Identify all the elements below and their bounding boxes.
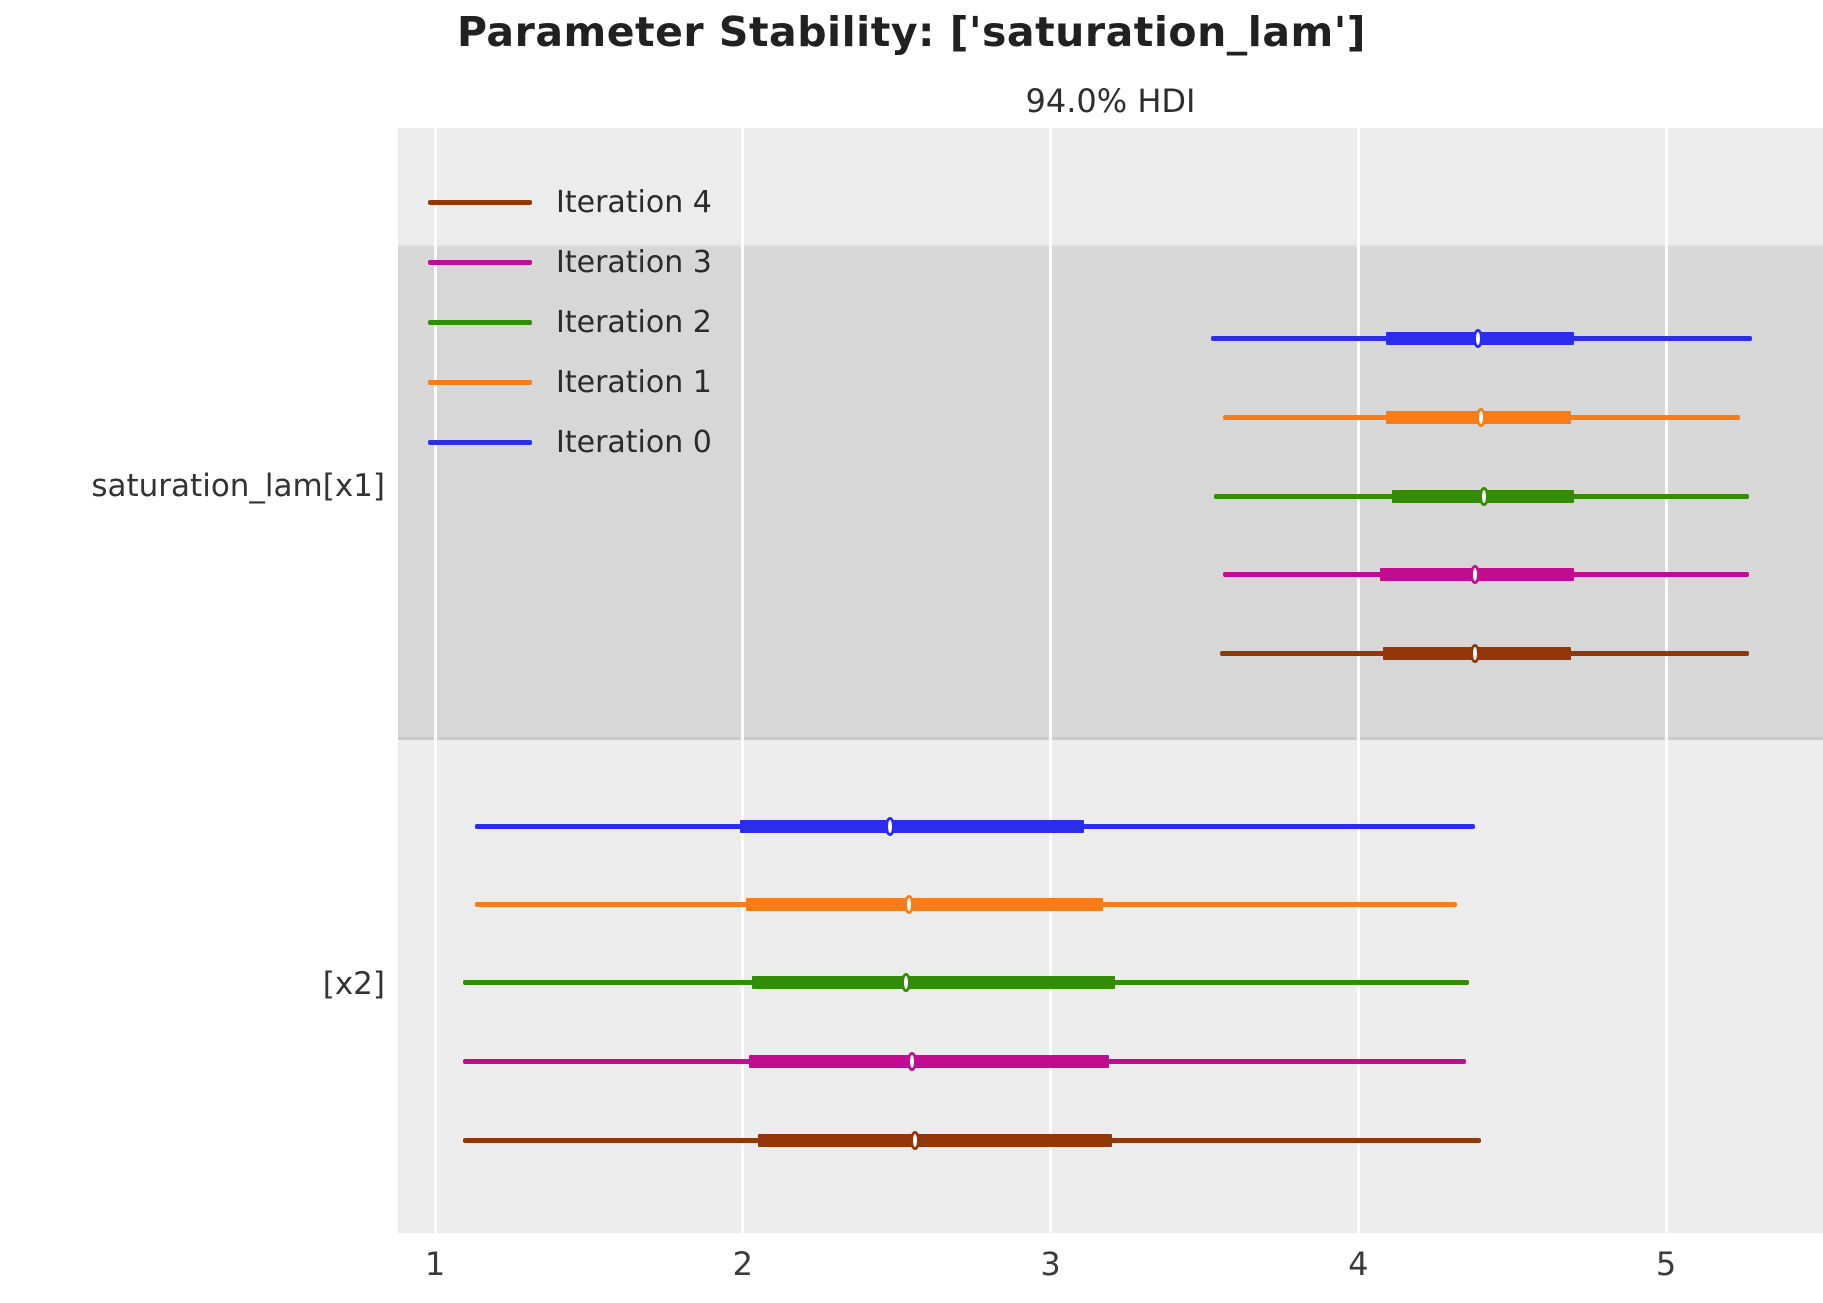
legend-line-swatch [428,199,532,205]
legend-line-swatch [428,379,532,385]
plot-area: Iteration 4 Iteration 3 Iteration 2 Iterati… [398,128,1823,1233]
quartile-line [748,1055,1109,1068]
ytick-label-x2: [x2] [322,966,385,1002]
xtick-label-1: 1 [424,1245,446,1283]
gridline-x1 [433,128,437,1233]
quartile-line [751,976,1116,989]
quartile-line [745,898,1103,911]
legend-item-iteration-2: Iteration 2 [428,292,712,352]
chart-title: Parameter Stability: ['saturation_lam'] [456,8,1366,56]
gridline-x4 [1356,128,1360,1233]
legend-line-swatch [428,259,532,265]
xtick-label-5: 5 [1655,1245,1677,1283]
legend-item-iteration-3: Iteration 3 [428,232,712,292]
legend-label: Iteration 4 [556,184,712,220]
xtick-label-2: 2 [732,1245,753,1283]
median-marker [900,973,911,992]
median-marker [1476,408,1487,427]
gridline-x2 [741,128,745,1233]
median-marker [903,895,914,914]
gridline-x3 [1049,128,1052,1233]
legend-label: Iteration 2 [556,304,712,340]
xtick-label-3: 3 [1040,1245,1061,1283]
legend: Iteration 4 Iteration 3 Iteration 2 Iterati… [428,172,712,472]
hdi-subtitle: 94.0% HDI [1025,82,1196,120]
ytick-label-x1: saturation_lam[x1] [91,468,385,504]
legend-line-swatch [428,439,532,445]
legend-item-iteration-4: Iteration 4 [428,172,712,232]
median-marker [1473,329,1484,348]
legend-label: Iteration 0 [556,424,712,460]
legend-label: Iteration 3 [556,244,712,280]
quartile-line [739,820,1085,833]
x1-shaded-band [398,245,1823,740]
xtick-label-4: 4 [1348,1245,1369,1283]
quartile-line [758,1134,1113,1147]
gridline-x5 [1664,128,1668,1233]
legend-item-iteration-1: Iteration 1 [428,352,712,412]
median-marker [1470,644,1481,663]
median-marker [907,1052,917,1071]
median-marker [1479,487,1490,506]
median-marker [1470,565,1481,584]
legend-item-iteration-0: Iteration 0 [428,412,712,472]
legend-label: Iteration 1 [556,364,712,400]
median-marker [910,1131,921,1150]
legend-line-swatch [428,319,532,325]
median-marker [885,817,896,836]
